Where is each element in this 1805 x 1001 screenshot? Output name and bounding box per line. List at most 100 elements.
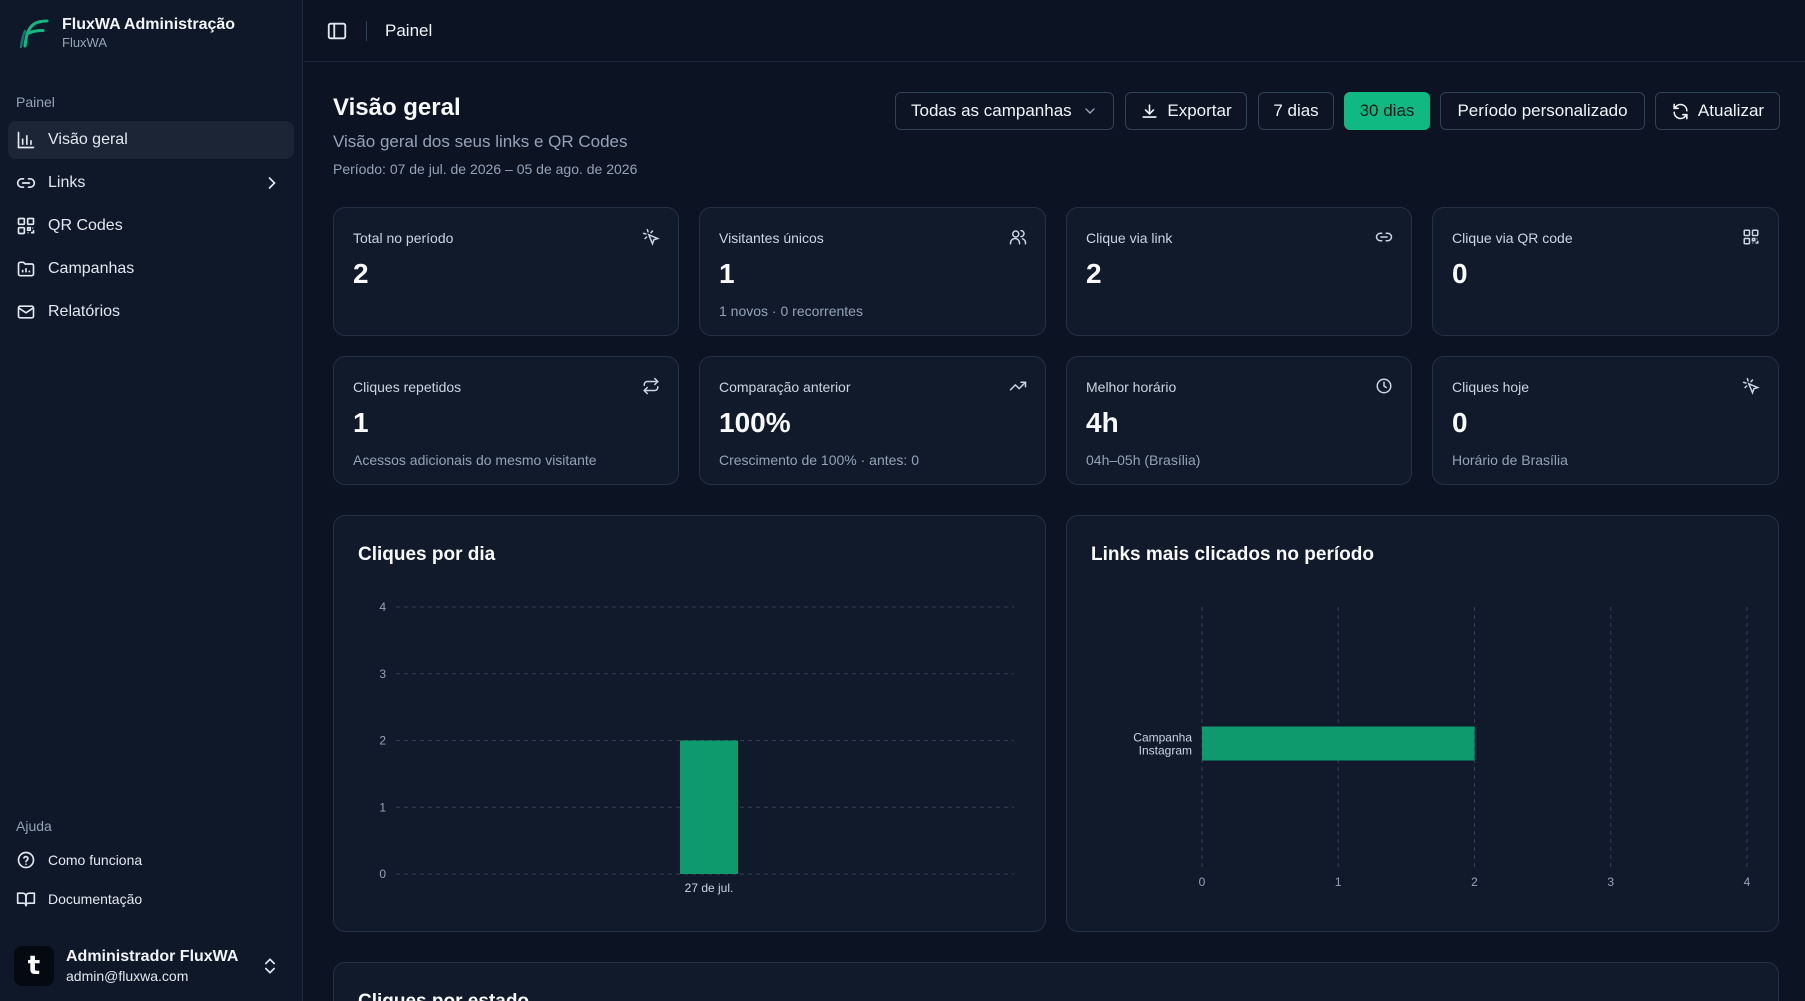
stat-value: 2 xyxy=(353,258,369,289)
user-menu[interactable]: t Administrador FluxWA admin@fluxwa.com xyxy=(14,944,290,988)
export-label: Exportar xyxy=(1167,101,1232,120)
mail-icon xyxy=(17,305,35,319)
help-nav: Como funciona Documentação xyxy=(8,843,294,921)
help-item-label: Como funciona xyxy=(48,852,143,868)
refresh-icon xyxy=(1673,103,1688,119)
chart-title: Links mais clicados no período xyxy=(1091,544,1374,565)
stat-label: Comparação anterior xyxy=(719,379,851,395)
link-icon xyxy=(1375,232,1393,242)
x-tick-label: 4 xyxy=(1744,875,1751,889)
days-30-button[interactable]: 30 dias xyxy=(1344,92,1430,130)
custom-period-button[interactable]: Período personalizado xyxy=(1440,92,1645,130)
sidebar-toggle-icon[interactable] xyxy=(326,20,348,42)
stat-card-unique-visitors: Visitantes únicos 1 1 novos · 0 recorren… xyxy=(699,207,1046,336)
help-item-documentacao[interactable]: Documentação xyxy=(8,882,294,916)
stat-value: 1 xyxy=(353,407,369,438)
clicks-per-day-chart-svg: 0 1 2 3 4 27 de jul. xyxy=(379,600,1014,895)
chevron-down-icon xyxy=(1085,108,1095,114)
stat-note: Horário de Brasília xyxy=(1452,452,1568,468)
repeat-icon xyxy=(643,377,659,395)
stat-label: Total no período xyxy=(353,230,454,246)
sidebar-item-relatorios[interactable]: Relatórios xyxy=(8,293,294,331)
sidebar-item-label: Campanhas xyxy=(48,260,135,277)
qr-code-icon xyxy=(17,217,35,235)
refresh-button[interactable]: Atualizar xyxy=(1655,92,1780,130)
sidebar-item-label: QR Codes xyxy=(48,217,123,234)
chart-title: Cliques por estado xyxy=(358,991,529,1001)
x-tick-label: 1 xyxy=(1335,875,1342,889)
stat-value: 100% xyxy=(719,407,791,438)
bar xyxy=(1202,726,1475,761)
help-item-como-funciona[interactable]: Como funciona xyxy=(8,843,294,877)
bar xyxy=(680,740,738,874)
y-tick-label: 0 xyxy=(379,867,386,881)
days-7-label: 7 dias xyxy=(1273,101,1319,120)
custom-period-label: Período personalizado xyxy=(1457,101,1628,120)
avatar: t xyxy=(14,946,54,986)
stat-card-best-hour: Melhor horário 4h 04h–05h (Brasília) xyxy=(1066,356,1412,485)
download-icon xyxy=(1142,103,1157,118)
days-7-button[interactable]: 7 dias xyxy=(1258,92,1334,130)
help-item-label: Documentação xyxy=(48,891,143,907)
chevrons-up-down-icon xyxy=(265,958,275,974)
stat-label: Melhor horário xyxy=(1086,379,1177,395)
top-links-chart-svg: 0 1 2 3 4 Campanha Instagram xyxy=(1133,607,1751,889)
user-email: admin@fluxwa.com xyxy=(66,968,189,984)
chart-clicks-per-day: Cliques por dia 0 1 2 3 4 27 de jul. xyxy=(333,515,1046,932)
refresh-label: Atualizar xyxy=(1697,101,1765,120)
clock-icon xyxy=(1376,378,1392,394)
y-tick-label: 3 xyxy=(379,667,386,681)
campaign-select-value: Todas as campanhas xyxy=(911,101,1072,120)
x-tick-label: 2 xyxy=(1471,875,1478,889)
click-icon xyxy=(1742,377,1760,395)
x-tick-label: 3 xyxy=(1607,875,1614,889)
stat-note: Acessos adicionais do mesmo visitante xyxy=(353,452,597,468)
stat-value: 4h xyxy=(1086,407,1119,438)
y-tick-label: 4 xyxy=(379,600,386,614)
y-tick-label: 2 xyxy=(379,734,386,748)
chart-clicks-by-state: Cliques por estado xyxy=(333,962,1779,1001)
sidebar: FluxWA Administração FluxWA Painel Visão… xyxy=(0,0,303,1001)
stat-value: 0 xyxy=(1452,407,1468,438)
stat-value: 2 xyxy=(1086,258,1102,289)
y-tick-label: Campanha Instagram xyxy=(1133,731,1192,758)
folder-chart-icon xyxy=(17,261,35,277)
stat-card-link-clicks: Clique via link 2 xyxy=(1066,207,1412,336)
brand[interactable]: FluxWA Administração FluxWA xyxy=(16,15,235,51)
export-button[interactable]: Exportar xyxy=(1125,92,1247,130)
topbar: Painel xyxy=(304,0,1805,62)
stat-card-qr-clicks: Clique via QR code 0 xyxy=(1432,207,1779,336)
y-tick-label: 1 xyxy=(379,800,386,814)
chart-title: Cliques por dia xyxy=(358,544,496,565)
stat-card-repeat-clicks: Cliques repetidos 1 Acessos adicionais d… xyxy=(333,356,679,485)
campaign-select[interactable]: Todas as campanhas xyxy=(895,92,1114,130)
sidebar-nav: Visão geral Links QR Codes Campanhas Rel… xyxy=(8,121,294,336)
x-tick-label: 27 de jul. xyxy=(685,881,734,895)
stat-value: 1 xyxy=(719,258,735,289)
stat-value: 0 xyxy=(1452,258,1468,289)
sidebar-item-label: Visão geral xyxy=(48,131,128,148)
stat-card-total: Total no período 2 xyxy=(333,207,679,336)
sidebar-item-qr-codes[interactable]: QR Codes xyxy=(8,207,294,245)
stat-card-clicks-today: Cliques hoje 0 Horário de Brasília xyxy=(1432,356,1779,485)
sidebar-item-campanhas[interactable]: Campanhas xyxy=(8,250,294,288)
stat-label: Cliques repetidos xyxy=(353,379,462,395)
app-subtitle: FluxWA xyxy=(62,35,108,50)
stat-label: Clique via QR code xyxy=(1452,230,1573,246)
page-period: Período: 07 de jul. de 2026 – 05 de ago.… xyxy=(333,161,638,177)
sidebar-item-visao-geral[interactable]: Visão geral xyxy=(8,121,294,159)
qr-code-icon xyxy=(1743,229,1759,245)
stat-note: 1 novos · 0 recorrentes xyxy=(719,303,863,319)
stat-label: Clique via link xyxy=(1086,230,1173,246)
app-title: FluxWA Administração xyxy=(62,16,236,33)
sidebar-item-links[interactable]: Links xyxy=(8,164,294,202)
sidebar-section-label: Painel xyxy=(16,94,55,110)
days-30-label: 30 dias xyxy=(1359,101,1415,120)
help-circle-icon xyxy=(17,851,35,869)
stat-label: Visitantes únicos xyxy=(719,230,824,246)
stat-note: Crescimento de 100% · antes: 0 xyxy=(719,452,919,468)
breadcrumb: Painel xyxy=(385,20,433,40)
chart-top-links: Links mais clicados no período 0 1 2 3 4 Camp… xyxy=(1066,515,1779,932)
stat-card-previous-comparison: Comparação anterior 100% Crescimento de … xyxy=(699,356,1046,485)
page-subtitle: Visão geral dos seus links e QR Codes xyxy=(333,132,628,151)
